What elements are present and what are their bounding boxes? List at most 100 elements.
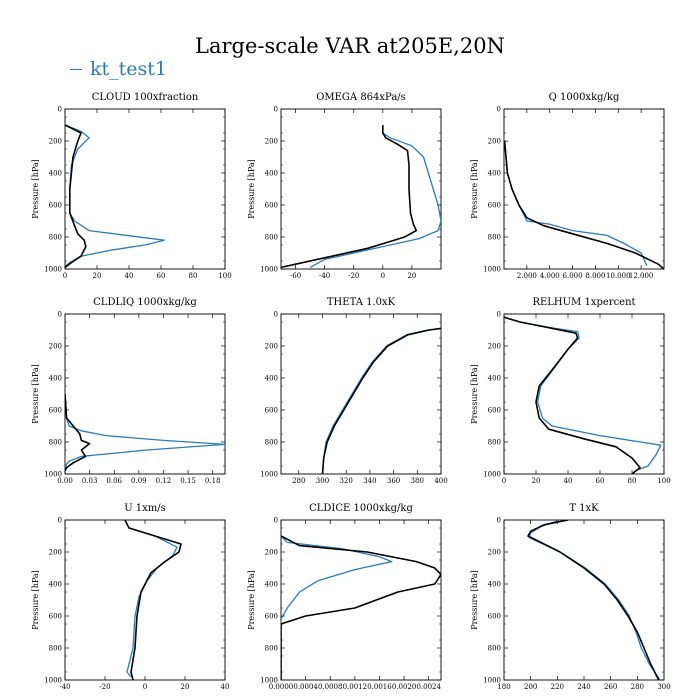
legend: kt_test1 (70, 58, 167, 80)
x-tick-label: 4.000 (540, 272, 560, 280)
panel-frame (503, 519, 665, 681)
y-axis-label: Pressure [hPa] (31, 159, 40, 219)
x-tick-label: 0.0000 (269, 683, 294, 691)
x-tick-label: 0 (63, 272, 67, 280)
reference-line (527, 520, 660, 680)
y-tick-label: 1000 (260, 677, 278, 685)
x-tick-label: 0.0012 (343, 683, 368, 691)
x-tick-label: 80 (628, 477, 637, 485)
x-tick-label: 0.09 (131, 477, 147, 485)
y-tick-label: 200 (49, 138, 62, 146)
y-axis-label: Pressure [hPa] (31, 364, 40, 424)
y-tick-label: 600 (49, 613, 62, 621)
panel-title: RELHUM 1xpercent (532, 297, 635, 308)
y-tick-label: 0 (58, 311, 62, 319)
panel-frame (280, 313, 442, 475)
test-line (504, 316, 662, 472)
x-tick-label: 400 (434, 477, 447, 485)
x-tick-label: 0.06 (106, 477, 122, 485)
y-tick-label: 1000 (483, 677, 501, 685)
x-tick-label: -40 (59, 683, 70, 691)
panel-frame (503, 313, 665, 475)
y-tick-label: 1000 (483, 471, 501, 479)
test-line (65, 124, 165, 268)
y-tick-label: 200 (265, 343, 278, 351)
panel-title: CLDICE 1000xkg/kg (309, 503, 413, 514)
x-tick-label: 0 (381, 272, 385, 280)
y-tick-label: 400 (488, 375, 501, 383)
y-tick-label: 400 (49, 375, 62, 383)
y-axis-label: Pressure [hPa] (470, 570, 479, 630)
y-tick-label: 400 (265, 170, 278, 178)
x-tick-label: 40 (221, 683, 230, 691)
test-line (504, 140, 648, 267)
y-tick-label: 200 (488, 549, 501, 557)
y-tick-label: 600 (488, 613, 501, 621)
x-tick-label: 0.0024 (416, 683, 441, 691)
legend-label: kt_test1 (90, 58, 168, 80)
y-tick-label: 800 (488, 645, 501, 653)
test-line (65, 393, 225, 467)
y-tick-label: 0 (58, 517, 62, 525)
y-tick-label: 0 (274, 311, 278, 319)
y-tick-label: 1000 (44, 266, 62, 274)
x-tick-label: 0.0016 (367, 683, 392, 691)
panel-2: Q 1000xkg/kg 0 200 400 600 800 1000 2.000 4.000 6… (470, 92, 665, 280)
x-tick-label: 40 (564, 477, 573, 485)
panel-title: CLDLIQ 1000xkg/kg (93, 297, 197, 308)
panel-title: THETA 1.0xK (327, 297, 396, 308)
y-tick-label: 400 (49, 581, 62, 589)
x-tick-label: 0.12 (156, 477, 172, 485)
panel-6: U 1xm/s 0 200 400 600 800 1000-40 -20 0 20 40 Press… (31, 503, 229, 691)
y-axis-label: Pressure [hPa] (247, 159, 256, 219)
x-tick-label: 20 (407, 272, 416, 280)
y-tick-label: 0 (274, 517, 278, 525)
y-tick-label: 800 (488, 234, 501, 242)
y-tick-label: 400 (488, 170, 501, 178)
reference-line (504, 140, 664, 269)
y-tick-label: 0 (497, 517, 501, 525)
y-tick-label: 400 (265, 581, 278, 589)
y-tick-label: 800 (265, 439, 278, 447)
y-axis-label: Pressure [hPa] (470, 364, 479, 424)
y-tick-label: 800 (265, 645, 278, 653)
y-tick-label: 200 (488, 138, 501, 146)
y-tick-label: 200 (49, 343, 62, 351)
x-tick-label: 10.000 (606, 272, 631, 280)
x-tick-label: 280 (292, 477, 305, 485)
y-tick-label: 0 (274, 106, 278, 114)
x-tick-label: 2.000 (517, 272, 537, 280)
x-tick-label: 0.03 (82, 477, 98, 485)
x-tick-label: 12.000 (629, 272, 654, 280)
x-tick-label: 300 (316, 477, 329, 485)
x-tick-label: 320 (339, 477, 352, 485)
x-tick-label: 340 (363, 477, 376, 485)
x-tick-label: 0.18 (205, 477, 221, 485)
test-line (321, 327, 441, 474)
x-tick-label: 260 (604, 683, 617, 691)
y-tick-label: 600 (265, 202, 278, 210)
reference-line (281, 535, 441, 680)
y-axis-label: Pressure [hPa] (470, 159, 479, 219)
test-line (309, 125, 441, 268)
reference-line (65, 393, 91, 472)
x-tick-label: 100 (218, 272, 231, 280)
reference-line (65, 124, 87, 269)
y-tick-label: 0 (58, 106, 62, 114)
panel-frame (64, 108, 226, 270)
y-tick-label: 200 (488, 343, 501, 351)
y-tick-label: 800 (488, 439, 501, 447)
x-tick-label: -20 (99, 683, 110, 691)
y-tick-label: 600 (265, 613, 278, 621)
x-tick-label: 8.000 (585, 272, 605, 280)
y-tick-label: 400 (49, 170, 62, 178)
y-tick-label: 1000 (44, 677, 62, 685)
y-tick-label: 1000 (260, 471, 278, 479)
panel-7: CLDICE 1000xkg/kg 0 200 400 600 800 10000.0000… (247, 503, 441, 691)
panel-title: T 1xK (569, 503, 599, 514)
test-line (528, 520, 661, 680)
